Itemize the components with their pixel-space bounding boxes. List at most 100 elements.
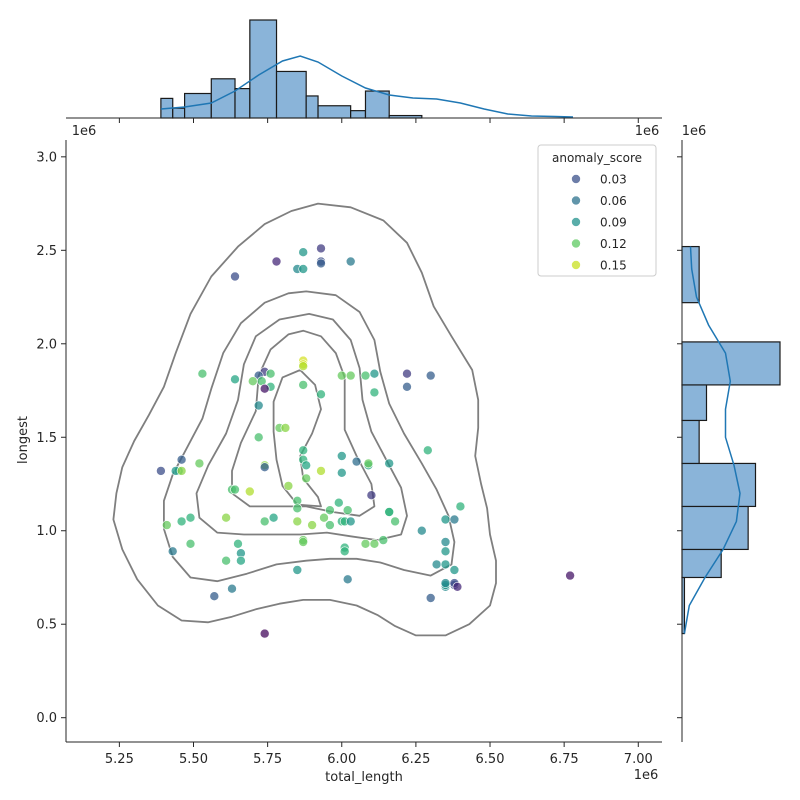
legend-label: 0.12 <box>600 237 627 251</box>
top-hist-bar <box>317 105 352 119</box>
scatter-point <box>259 462 270 473</box>
kde-contours <box>112 202 497 637</box>
kde-contour-line <box>195 313 408 541</box>
scatter-point <box>259 628 270 639</box>
scatter-point <box>440 514 451 525</box>
x-offset-label: 1e6 <box>634 768 659 783</box>
scatter-point <box>345 516 356 527</box>
top-offset-label-left: 1e6 <box>72 124 97 139</box>
top-hist-bar <box>210 78 236 119</box>
scatter-point <box>449 565 460 575</box>
scatter-point <box>431 559 442 570</box>
scatter-point <box>292 516 303 527</box>
scatter-point <box>336 467 347 478</box>
kde-contour-line <box>231 329 376 517</box>
scatter-point <box>298 445 309 456</box>
scatter-point <box>176 466 187 476</box>
scatter-point <box>316 243 326 254</box>
scatter-point <box>345 256 356 267</box>
legend-marker <box>571 174 581 184</box>
scatter-point <box>378 535 389 545</box>
kde-contour-line <box>272 369 322 508</box>
right-hist-bar <box>681 384 708 422</box>
scatter-point <box>342 505 353 516</box>
scatter-point <box>167 546 178 557</box>
y-axis-title: longest <box>16 416 31 464</box>
scatter-point <box>342 574 353 585</box>
scatter-point <box>248 376 258 387</box>
scatter-point <box>316 258 326 269</box>
x-tick-label: 7.00 <box>624 752 653 767</box>
scatter-point <box>197 368 208 379</box>
y-tick-label: 0.0 <box>36 711 57 726</box>
scatter-point <box>360 370 371 381</box>
scatter-point <box>363 458 374 469</box>
scatter-point <box>384 458 395 469</box>
kde-contour-line <box>112 202 497 637</box>
right-hist-bar <box>681 462 757 508</box>
scatter-point <box>416 525 427 536</box>
scatter-point <box>325 505 335 516</box>
x-tick-label: 6.50 <box>476 752 505 767</box>
legend-marker <box>571 195 581 206</box>
x-tick-label: 6.00 <box>327 752 356 767</box>
y-tick-label: 1.5 <box>36 431 57 446</box>
top-marginal-histogram <box>66 19 662 123</box>
legend-entries: 0.03 0.06 0.09 0.12 0.15 <box>571 173 627 273</box>
scatter-point <box>307 520 317 530</box>
scatter-point <box>176 454 187 465</box>
scatter-point <box>227 583 237 594</box>
y-tick-label: 3.0 <box>36 150 57 165</box>
scatter-point <box>230 484 240 495</box>
scatter-point <box>316 389 326 400</box>
scatter-point <box>221 512 231 523</box>
scatter-point <box>360 538 371 549</box>
right-hist-kde-line <box>683 246 741 634</box>
top-offset-label-right: 1e6 <box>635 124 660 139</box>
top-hist-bar <box>364 90 390 119</box>
scatter-point <box>259 516 270 527</box>
scatter-point <box>325 520 335 530</box>
scatter-point <box>422 445 433 456</box>
scatter-point <box>440 578 451 588</box>
scatter-point <box>298 264 309 274</box>
scatter-point <box>253 432 264 443</box>
legend-label: 0.06 <box>600 194 627 208</box>
scatter-point <box>230 271 240 282</box>
right-marginal-histogram <box>677 140 781 742</box>
tick-marks: 5.25 5.50 5.75 6.00 6.25 6.50 6.75 7.00 0.0 0.5 1.… <box>36 150 652 767</box>
legend-marker <box>571 217 581 227</box>
scatter-point <box>176 516 187 527</box>
legend-box <box>537 144 657 277</box>
scatter-point <box>351 456 362 467</box>
scatter-point <box>425 593 436 603</box>
scatter-point <box>402 381 412 392</box>
scatter-point <box>194 458 205 469</box>
scatter-point <box>449 514 460 525</box>
scatter-point <box>565 570 575 581</box>
scatter-point <box>440 559 451 570</box>
scatter-point <box>253 400 264 411</box>
y-tick-label: 1.0 <box>36 524 57 539</box>
right-hist-bar <box>681 548 722 579</box>
scatter-point <box>292 503 303 514</box>
scatter-point <box>301 460 312 471</box>
kde-contour-line <box>163 290 456 583</box>
top-hist-bar <box>305 95 319 119</box>
scatter-points <box>156 243 575 639</box>
scatter-point <box>259 383 270 394</box>
y-tick-label: 0.5 <box>36 618 57 633</box>
scatter-point <box>384 507 395 517</box>
scatter-point <box>402 368 412 379</box>
top-hist-bar <box>249 19 278 119</box>
scatter-point <box>455 501 466 512</box>
scatter-point <box>333 497 344 508</box>
legend-label: 0.03 <box>600 173 627 187</box>
scatter-point <box>280 423 291 433</box>
legend-title: anomaly_score <box>552 151 642 165</box>
scatter-point <box>221 555 231 566</box>
legend-marker <box>571 238 581 249</box>
scatter-point <box>345 370 356 381</box>
x-tick-label: 5.25 <box>105 752 134 767</box>
